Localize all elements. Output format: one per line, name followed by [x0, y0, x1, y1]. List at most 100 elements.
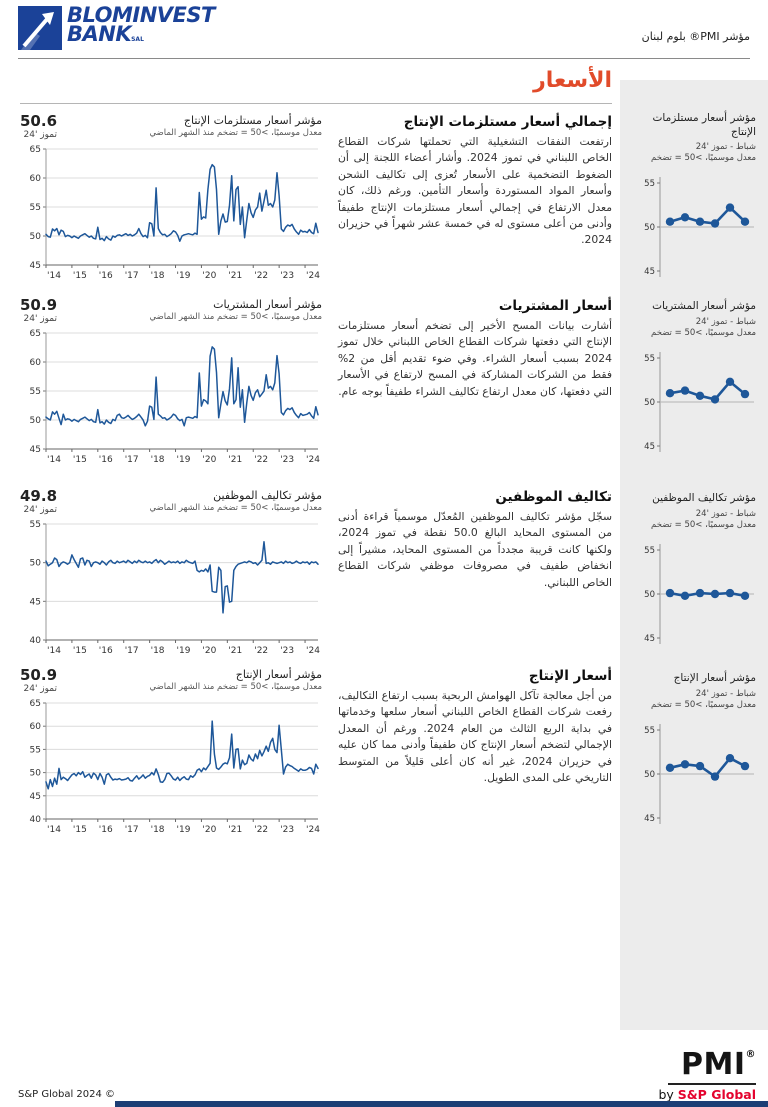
chart-latest-value: 50.6 [20, 112, 58, 130]
svg-text:'18: '18 [151, 271, 165, 281]
svg-text:55: 55 [644, 354, 655, 364]
chart-title: مؤشر تكاليف الموظفين [213, 489, 322, 502]
svg-text:45: 45 [644, 442, 655, 452]
section-heading: إجمالي أسعار مستلزمات الإنتاج [403, 114, 612, 130]
svg-text:45: 45 [30, 597, 41, 607]
svg-text:60: 60 [30, 174, 42, 184]
sidebar-chart-range: شباط - تموز '24 [695, 142, 756, 153]
section-purchase-prices: 50.9 تموز '24 مؤشر أسعار المشتريات معدل … [20, 296, 612, 479]
chart-latest-date: تموز '24 [23, 504, 58, 515]
bottom-accent-bar [115, 1101, 768, 1107]
section-output-prices: 50.9 تموز '24 مؤشر أسعار الإنتاج معدل مو… [20, 667, 613, 849]
svg-text:45: 45 [30, 792, 41, 802]
chart-title: مؤشر أسعار المشتريات [213, 298, 322, 311]
svg-text:'19: '19 [177, 825, 191, 835]
chart-subtitle: معدل موسميًا، >50 = تضخم منذ الشهر الماض… [149, 312, 322, 323]
svg-text:'19: '19 [177, 646, 191, 656]
sidebar-block-purchase-prices: مؤشر أسعار المشتريات شباط - تموز '24 معد… [620, 300, 768, 472]
svg-text:45: 45 [644, 267, 655, 277]
footer-copyright: S&P Global 2024 © [18, 1089, 116, 1100]
svg-text:'15: '15 [73, 455, 87, 465]
svg-text:50: 50 [644, 223, 655, 233]
sidebar-mini-chart: 45 50 55 [628, 532, 760, 664]
chart-column: 50.6 تموز '24 مؤشر أسعار مستلزمات الإنتا… [20, 112, 322, 295]
svg-text:50: 50 [644, 398, 655, 408]
svg-text:'18: '18 [151, 646, 165, 656]
doc-title: مؤشر PMI® بلوم لبنان [641, 30, 750, 43]
sidebar-chart-note: معدل موسميًا، >50 = تضخم [651, 519, 756, 530]
section-body: أشارت بيانات المسح الأخير إلى تضخم أسعار… [338, 319, 612, 398]
svg-text:50: 50 [30, 416, 42, 426]
sidebar-chart-title: مؤشر أسعار مستلزمات الإنتاج [652, 112, 756, 138]
chart-latest: 50.9 تموز '24 [20, 667, 58, 694]
svg-text:'17: '17 [125, 455, 139, 465]
chart-title: مؤشر أسعار الإنتاج [235, 668, 322, 681]
svg-text:'14: '14 [47, 455, 61, 465]
svg-text:45: 45 [644, 634, 655, 644]
pmi-logo-text: PMI [680, 1047, 746, 1082]
svg-text:'16: '16 [99, 455, 113, 465]
header-divider [18, 58, 750, 59]
sidebar-block-staff-costs: مؤشر تكاليف الموظفين شباط - تموز '24 معد… [620, 492, 768, 664]
svg-text:55: 55 [644, 726, 655, 736]
svg-text:55: 55 [30, 203, 41, 213]
svg-text:55: 55 [644, 546, 655, 556]
svg-text:'16: '16 [99, 825, 113, 835]
svg-text:'19: '19 [177, 455, 191, 465]
section-staff-costs: 49.8 تموز '24 مؤشر تكاليف الموظفين معدل … [20, 488, 612, 670]
svg-text:50: 50 [30, 232, 42, 242]
svg-text:'14: '14 [47, 646, 61, 656]
svg-text:65: 65 [30, 699, 41, 709]
svg-text:'23: '23 [280, 271, 294, 281]
pmi-by-label: by [658, 1087, 674, 1102]
sidebar-chart-range: شباط - تموز '24 [695, 688, 756, 699]
bank-logo-line2: BANK [67, 22, 132, 47]
output-prices-chart: 40 45 50 55 60 65 '14 '15 '16 '17 '18 '19 '20 '21 '22 '… [20, 695, 322, 849]
chart-title: مؤشر أسعار مستلزمات الإنتاج [183, 114, 322, 127]
section-body: من أجل معالجة تآكل الهوامش الربحية بسبب … [338, 689, 613, 785]
svg-text:'20: '20 [202, 271, 216, 281]
chart-column: 50.9 تموز '24 مؤشر أسعار الإنتاج معدل مو… [20, 667, 322, 849]
svg-text:'23: '23 [280, 455, 294, 465]
svg-text:'21: '21 [228, 646, 242, 656]
sidebar-block-output-prices: مؤشر أسعار الإنتاج شباط - تموز '24 معدل … [620, 672, 768, 844]
svg-text:'21: '21 [228, 825, 242, 835]
sidebar-chart-note: معدل موسميًا، >50 = تضخم [651, 153, 756, 164]
chart-subtitle: معدل موسميًا، >50 = تضخم منذ الشهر الماض… [149, 503, 322, 514]
svg-text:50: 50 [644, 770, 655, 780]
sidebar-chart-range: شباط - تموز '24 [695, 508, 756, 519]
chart-latest-date: تموز '24 [23, 683, 58, 694]
chart-latest-value: 50.9 [20, 296, 58, 314]
purchase-prices-chart: 45 50 55 60 65 '14 '15 '16 '17 '18 '19 '20 '21 '22 '23… [20, 325, 322, 479]
input-prices-chart: 45 50 55 60 65 '14 '15 '16 '17 '18 '19 '20 '21 '22 '23… [20, 141, 322, 295]
section-body: سجّل مؤشر تكاليف الموظفين المُعدّل موسمي… [338, 510, 612, 589]
svg-text:'18: '18 [151, 825, 165, 835]
chart-subtitle: معدل موسميًا، >50 = تضخم منذ الشهر الماض… [149, 128, 322, 139]
section-heading: أسعار المشتريات [498, 298, 612, 314]
svg-text:50: 50 [30, 558, 42, 568]
svg-text:'15: '15 [73, 271, 87, 281]
svg-text:'20: '20 [202, 455, 216, 465]
svg-text:40: 40 [30, 636, 42, 646]
svg-text:60: 60 [30, 358, 42, 368]
sidebar-chart-note: معدل موسميًا، >50 = تضخم [651, 327, 756, 338]
svg-text:'22: '22 [254, 271, 268, 281]
svg-text:'24: '24 [306, 825, 320, 835]
svg-text:40: 40 [30, 815, 42, 825]
svg-text:55: 55 [30, 520, 41, 530]
svg-text:'20: '20 [202, 825, 216, 835]
svg-text:55: 55 [30, 745, 41, 755]
sidebar-block-input-prices: مؤشر أسعار مستلزمات الإنتاج شباط - تموز … [620, 112, 768, 297]
svg-text:'24: '24 [306, 455, 320, 465]
svg-text:65: 65 [30, 329, 41, 339]
svg-text:55: 55 [644, 179, 655, 189]
svg-text:'22: '22 [254, 455, 268, 465]
sidebar-chart-title: مؤشر أسعار الإنتاج [673, 672, 756, 684]
svg-text:'15: '15 [73, 825, 87, 835]
svg-text:'14: '14 [47, 825, 61, 835]
sidebar-chart-range: شباط - تموز '24 [695, 316, 756, 327]
sidebar-chart-title: مؤشر أسعار المشتريات [652, 300, 756, 312]
svg-text:'24: '24 [306, 646, 320, 656]
chart-latest: 49.8 تموز '24 [20, 488, 58, 515]
